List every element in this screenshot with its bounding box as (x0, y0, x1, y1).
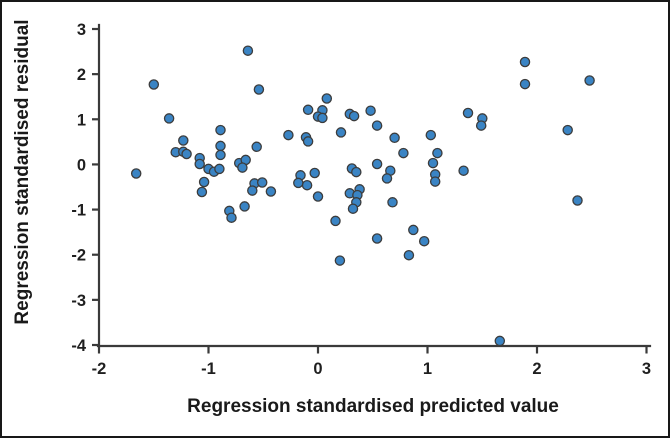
y-tick-label: -3 (71, 292, 86, 310)
scatter-points (130, 45, 595, 347)
data-point (389, 132, 400, 144)
data-point (398, 147, 409, 159)
data-point (462, 107, 474, 119)
y-tick-label: 2 (77, 66, 86, 84)
data-point (334, 255, 346, 266)
data-point (251, 141, 262, 153)
data-point (458, 165, 469, 176)
data-point (163, 113, 175, 124)
y-tick-label: -2 (71, 247, 86, 265)
data-point (130, 168, 142, 179)
data-point (301, 179, 313, 191)
y-axis-ticks (92, 27, 99, 347)
x-tick-label: 3 (642, 360, 651, 378)
data-point (427, 157, 439, 169)
data-point (237, 162, 248, 173)
data-point (348, 110, 360, 122)
data-point (371, 120, 383, 131)
data-point (239, 201, 250, 212)
data-point (425, 129, 437, 141)
data-point (387, 197, 398, 208)
data-point (256, 177, 268, 188)
data-point (365, 105, 376, 116)
data-point (475, 120, 487, 131)
x-tick-label: -2 (92, 360, 107, 378)
y-tick-label: 1 (77, 111, 86, 129)
data-point (494, 335, 506, 347)
x-axis-tick-labels: -2 -1 0 1 2 3 (92, 360, 651, 378)
y-axis-title: Regression standardised residual (12, 19, 33, 324)
data-point (215, 124, 226, 136)
data-point (403, 249, 415, 261)
data-point (312, 191, 324, 202)
data-point (178, 135, 189, 146)
data-point (253, 84, 265, 95)
data-point (194, 158, 205, 170)
x-axis-title: Regression standardised predicted value (187, 396, 559, 417)
data-point (317, 112, 328, 124)
y-axis-tick-labels: 3 2 1 0 -1 -2 -3 -4 (71, 21, 86, 355)
data-point (321, 93, 333, 104)
data-point (335, 127, 347, 138)
data-point (242, 45, 254, 56)
x-axis-ticks (97, 346, 648, 354)
x-tick-label: 0 (313, 360, 322, 378)
data-point (371, 233, 383, 244)
data-point (371, 158, 383, 170)
data-point (302, 136, 314, 147)
data-point (214, 163, 225, 175)
data-point (215, 149, 226, 161)
data-point (562, 124, 573, 136)
x-tick-label: 1 (423, 360, 432, 378)
data-point (247, 185, 258, 196)
data-point (351, 166, 362, 178)
y-tick-label: -4 (71, 337, 86, 355)
data-point (215, 140, 226, 152)
data-point (330, 215, 341, 227)
data-point (347, 203, 359, 214)
x-tick-label: -1 (201, 360, 216, 378)
data-point (381, 173, 393, 184)
data-point (302, 104, 314, 116)
data-point (429, 176, 441, 187)
axes (96, 23, 652, 348)
y-tick-label: 0 (77, 156, 86, 174)
data-point (265, 186, 277, 197)
data-point (196, 186, 208, 198)
data-point (181, 148, 192, 160)
data-point (283, 129, 294, 141)
data-point (226, 212, 237, 223)
data-point (432, 147, 443, 159)
data-point (293, 177, 304, 189)
data-point (572, 195, 583, 206)
data-point (519, 78, 531, 90)
data-point (519, 56, 531, 68)
data-point (418, 235, 430, 247)
x-tick-label: 2 (532, 360, 541, 378)
data-point (408, 224, 419, 236)
y-tick-label: 3 (77, 21, 86, 39)
data-point (584, 75, 595, 86)
data-point (148, 79, 160, 90)
y-tick-label: -1 (71, 202, 86, 220)
data-point (309, 167, 320, 179)
data-point (198, 176, 210, 188)
